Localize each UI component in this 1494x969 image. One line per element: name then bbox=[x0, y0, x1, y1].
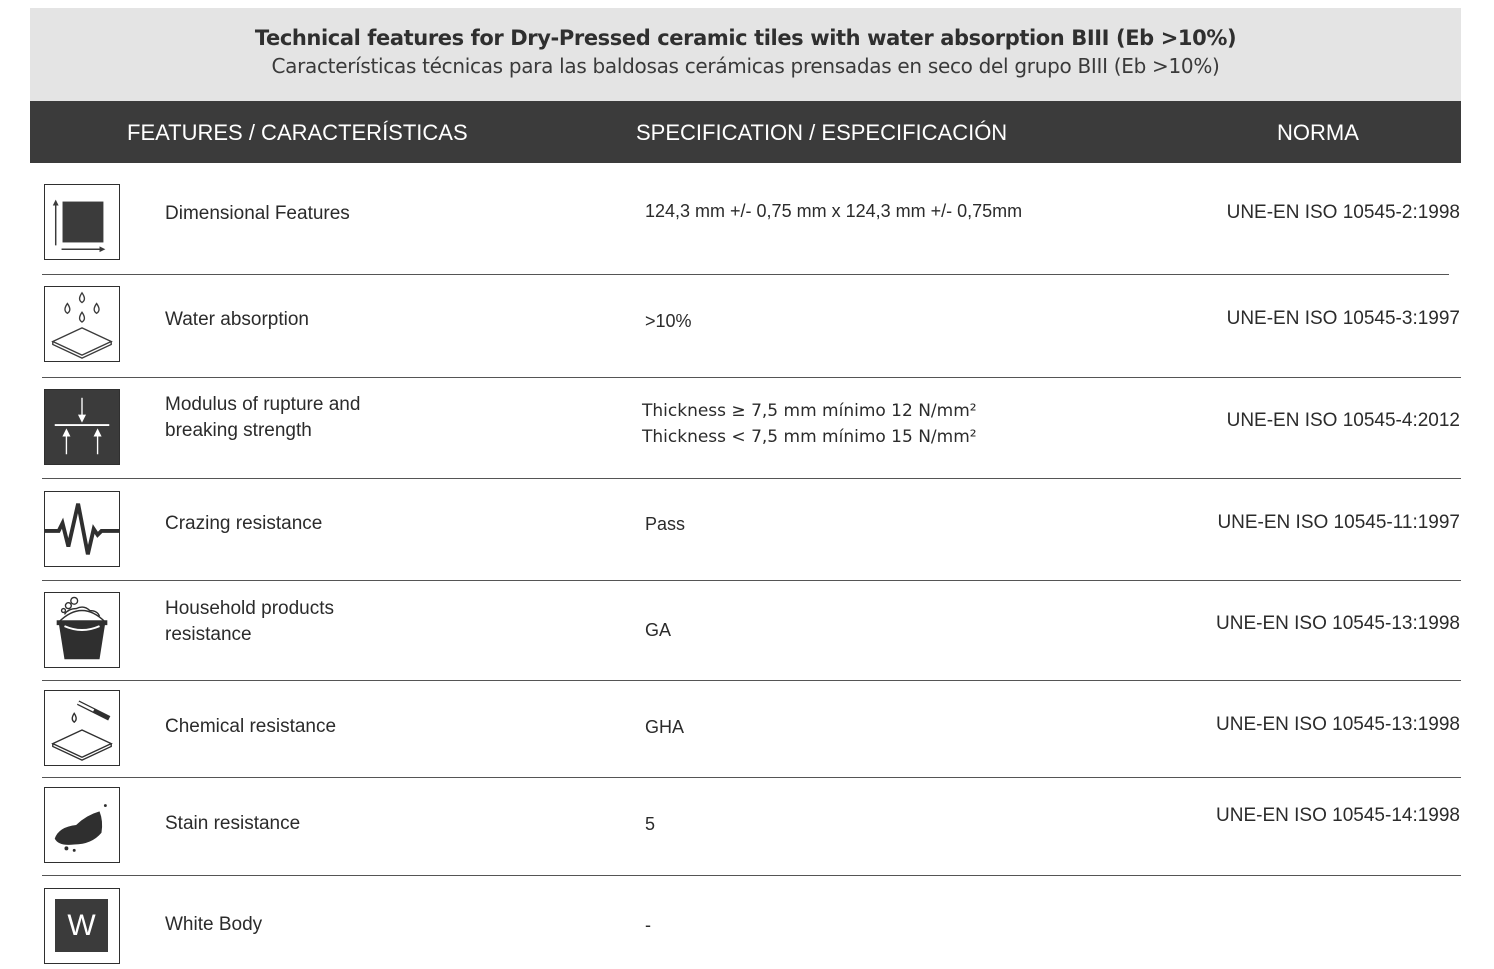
spec-value: GHA bbox=[645, 717, 685, 737]
norma-value: UNE-EN ISO 10545-11:1997 bbox=[1217, 512, 1460, 533]
row-divider bbox=[42, 875, 1461, 876]
test-tube-icon bbox=[44, 690, 120, 766]
white-body-letter: W bbox=[55, 899, 108, 952]
feature-label: White Body bbox=[165, 914, 263, 935]
rupture-force-icon bbox=[44, 389, 120, 465]
feature-label: Modulus of rupture and breaking strength bbox=[165, 392, 360, 444]
table-header: FEATURES / CARACTERÍSTICAS SPECIFICATION… bbox=[30, 101, 1461, 163]
feature-label: Water absorption bbox=[165, 309, 309, 330]
row-divider bbox=[42, 377, 1461, 378]
feature-label-line: breaking strength bbox=[165, 420, 312, 441]
feature-label-line: Modulus of rupture and bbox=[165, 394, 361, 415]
spec-value: 5 bbox=[645, 814, 656, 834]
feature-label: Chemical resistance bbox=[165, 716, 337, 737]
header-features: FEATURES / CARACTERÍSTICAS bbox=[127, 120, 468, 145]
feature-label: Dimensional Features bbox=[165, 203, 350, 224]
norma-value: UNE-EN ISO 10545-2:1998 bbox=[1226, 202, 1460, 223]
norma-value: UNE-EN ISO 10545-13:1998 bbox=[1216, 613, 1460, 634]
header-norma: NORMA bbox=[1277, 120, 1359, 145]
feature-label: Household products resistance bbox=[165, 596, 334, 648]
spec-value: GA bbox=[645, 620, 672, 640]
white-body-icon: W bbox=[44, 888, 120, 964]
row-divider bbox=[42, 580, 1461, 581]
norma-value: UNE-EN ISO 10545-14:1998 bbox=[1216, 805, 1460, 826]
title-band: Technical features for Dry-Pressed ceram… bbox=[30, 8, 1461, 101]
spec-value: Thickness ≥ 7,5 mm mínimo 12 N/mm² Thick… bbox=[642, 398, 977, 450]
feature-label: Stain resistance bbox=[165, 813, 301, 834]
bucket-icon bbox=[44, 592, 120, 668]
crazing-wave-icon bbox=[44, 491, 120, 567]
norma-value: UNE-EN ISO 10545-3:1997 bbox=[1226, 308, 1460, 329]
spec-line: Thickness ≥ 7,5 mm mínimo 12 N/mm² bbox=[642, 401, 977, 421]
row-divider bbox=[42, 777, 1461, 778]
row-divider bbox=[42, 478, 1461, 479]
stain-icon bbox=[44, 787, 120, 863]
header-specification: SPECIFICATION / ESPECIFICACIÓN bbox=[636, 120, 1008, 145]
spec-line: Thickness < 7,5 mm mínimo 15 N/mm² bbox=[642, 427, 977, 447]
water-drops-icon bbox=[44, 286, 120, 362]
feature-label-line: resistance bbox=[165, 624, 252, 645]
feature-label-line: Household products bbox=[165, 598, 334, 619]
norma-value: UNE-EN ISO 10545-13:1998 bbox=[1216, 714, 1460, 735]
row-divider bbox=[42, 680, 1461, 681]
dimensional-icon bbox=[44, 184, 120, 260]
spec-value: >10% bbox=[645, 311, 692, 331]
title-spanish: Características técnicas para las baldos… bbox=[271, 54, 1220, 78]
title-english: Technical features for Dry-Pressed ceram… bbox=[254, 26, 1237, 50]
spec-value: Pass bbox=[645, 514, 686, 534]
norma-value: UNE-EN ISO 10545-4:2012 bbox=[1226, 410, 1460, 431]
row-divider bbox=[42, 274, 1449, 275]
feature-label: Crazing resistance bbox=[165, 513, 323, 534]
spec-value: 124,3 mm +/- 0,75 mm x 124,3 mm +/- 0,75… bbox=[645, 201, 1023, 221]
spec-value: - bbox=[645, 915, 651, 935]
